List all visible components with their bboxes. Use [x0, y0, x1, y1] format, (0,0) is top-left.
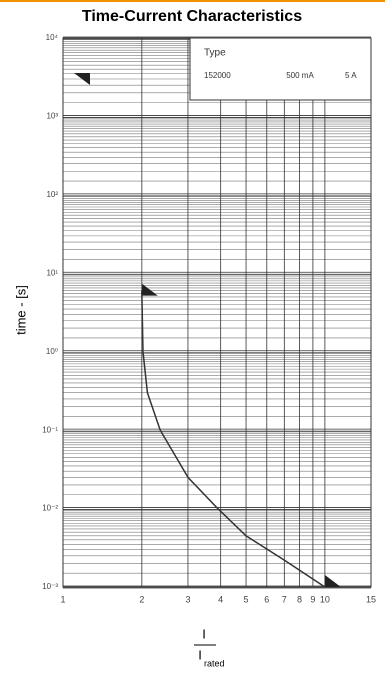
- y-tick-label: 10⁻³: [42, 582, 58, 591]
- legend-entry: 500 mA: [286, 71, 314, 80]
- x-tick-label: 10: [320, 594, 330, 604]
- legend-title: Type: [204, 48, 226, 59]
- x-tick-label: 15: [366, 594, 376, 604]
- curve: [141, 290, 326, 588]
- legend-entry: 152000: [204, 71, 231, 80]
- legend-entry: 5 A: [345, 71, 357, 80]
- y-tick-label: 10⁻¹: [42, 425, 58, 434]
- curve-marker: [324, 575, 341, 587]
- top-bar: [0, 0, 385, 2]
- y-tick-label: 10⁻²: [42, 504, 58, 513]
- x-label-subscript: rated: [204, 658, 225, 668]
- x-tick-label: 6: [264, 594, 269, 604]
- chart-title: Time-Current Characteristics: [82, 8, 302, 25]
- x-tick-label: 2: [139, 594, 144, 604]
- y-tick-label: 10⁰: [46, 347, 58, 356]
- y-tick-label: 10¹: [46, 268, 58, 277]
- y-tick-label: 10²: [46, 190, 58, 199]
- x-tick-label: 3: [185, 594, 190, 604]
- y-tick-label: 10³: [46, 112, 58, 121]
- legend-box: [189, 37, 372, 101]
- x-tick-label: 7: [282, 594, 287, 604]
- x-tick-label: 1: [60, 594, 65, 604]
- plot-background: [63, 38, 371, 587]
- plot-area: 10⁻³ 10⁻² 10⁻¹ 10⁰ 10¹ 10² 10³ 10⁴ 1 2 3 4 5 6 7 8 9 10 15: [42, 33, 376, 604]
- x-tick-label: 8: [297, 594, 302, 604]
- curve-marker: [141, 283, 158, 296]
- x-label-denominator: I: [198, 647, 202, 662]
- x-label-numerator: I: [202, 626, 206, 641]
- y-axis-label: time - [s]: [13, 285, 28, 335]
- x-tick-label: 5: [244, 594, 249, 604]
- x-tick-label: 9: [310, 594, 315, 604]
- marker-icon: [74, 73, 90, 85]
- x-tick-label: 4: [218, 594, 223, 604]
- y-tick-label: 10⁴: [46, 33, 59, 42]
